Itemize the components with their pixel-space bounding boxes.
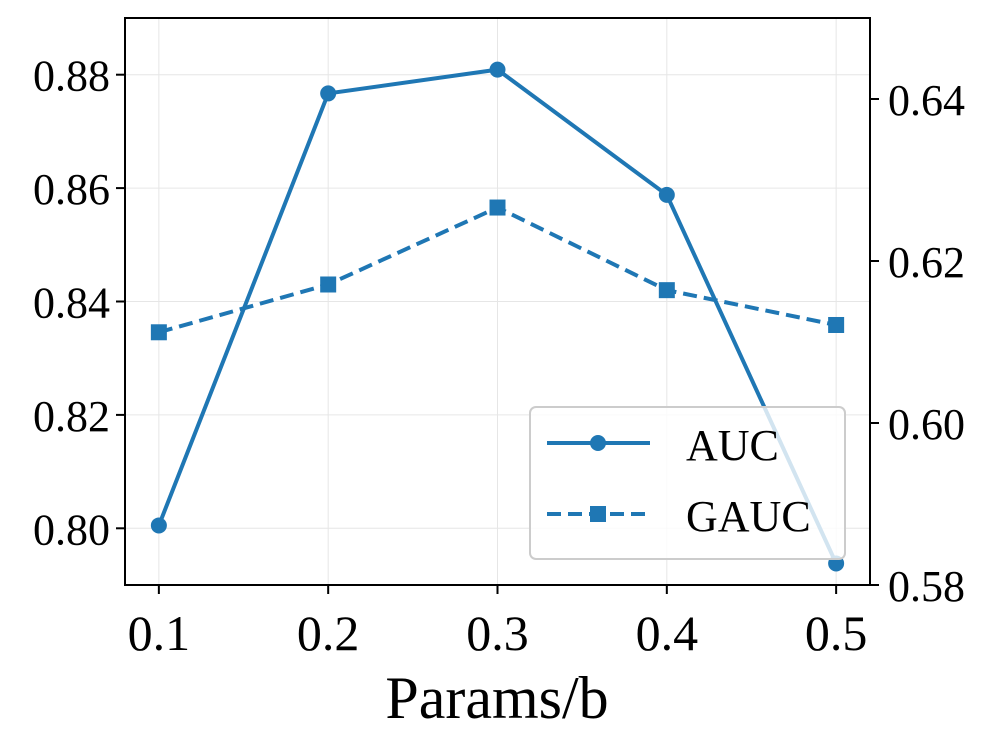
legend-gauc-label: GAUC bbox=[686, 492, 811, 541]
x-tick-label: 0.4 bbox=[636, 605, 699, 661]
left-y-tick-label: 0.80 bbox=[33, 505, 110, 554]
x-axis-title: Params/b bbox=[385, 665, 608, 731]
left-y-tick-label: 0.82 bbox=[33, 392, 110, 441]
auc-point bbox=[320, 85, 337, 102]
left-y-axis: 0.80 0.82 0.84 0.86 0.88 bbox=[33, 52, 125, 554]
legend-gauc-marker bbox=[590, 506, 606, 522]
legend-auc-marker bbox=[590, 435, 606, 451]
left-y-tick-label: 0.86 bbox=[33, 165, 110, 214]
gauc-point bbox=[489, 199, 506, 216]
right-y-axis: 0.58 0.60 0.62 0.64 bbox=[870, 76, 965, 611]
x-tick-label: 0.2 bbox=[297, 605, 360, 661]
grid-lines bbox=[125, 18, 870, 585]
right-y-tick-label: 0.60 bbox=[888, 400, 965, 449]
left-y-tick-label: 0.88 bbox=[33, 52, 110, 101]
legend: AUC GAUC bbox=[529, 406, 846, 560]
plot-series bbox=[150, 61, 845, 572]
right-y-tick-label: 0.64 bbox=[888, 76, 965, 125]
gauc-point bbox=[658, 282, 675, 299]
right-y-tick-label: 0.62 bbox=[888, 238, 965, 287]
right-y-tick-label: 0.58 bbox=[888, 562, 965, 611]
x-tick-label: 0.1 bbox=[128, 605, 191, 661]
auc-point bbox=[658, 186, 675, 203]
gauc-point bbox=[320, 276, 337, 293]
left-y-tick-label: 0.84 bbox=[33, 279, 110, 328]
gauc-point bbox=[150, 324, 167, 341]
x-tick-label: 0.5 bbox=[805, 605, 868, 661]
gauc-point bbox=[828, 316, 845, 333]
auc-point bbox=[150, 517, 167, 534]
legend-auc-label: AUC bbox=[686, 421, 779, 470]
x-axis: 0.1 0.2 0.3 0.4 0.5 bbox=[128, 585, 868, 661]
auc-point bbox=[489, 61, 506, 78]
x-tick-label: 0.3 bbox=[466, 605, 529, 661]
